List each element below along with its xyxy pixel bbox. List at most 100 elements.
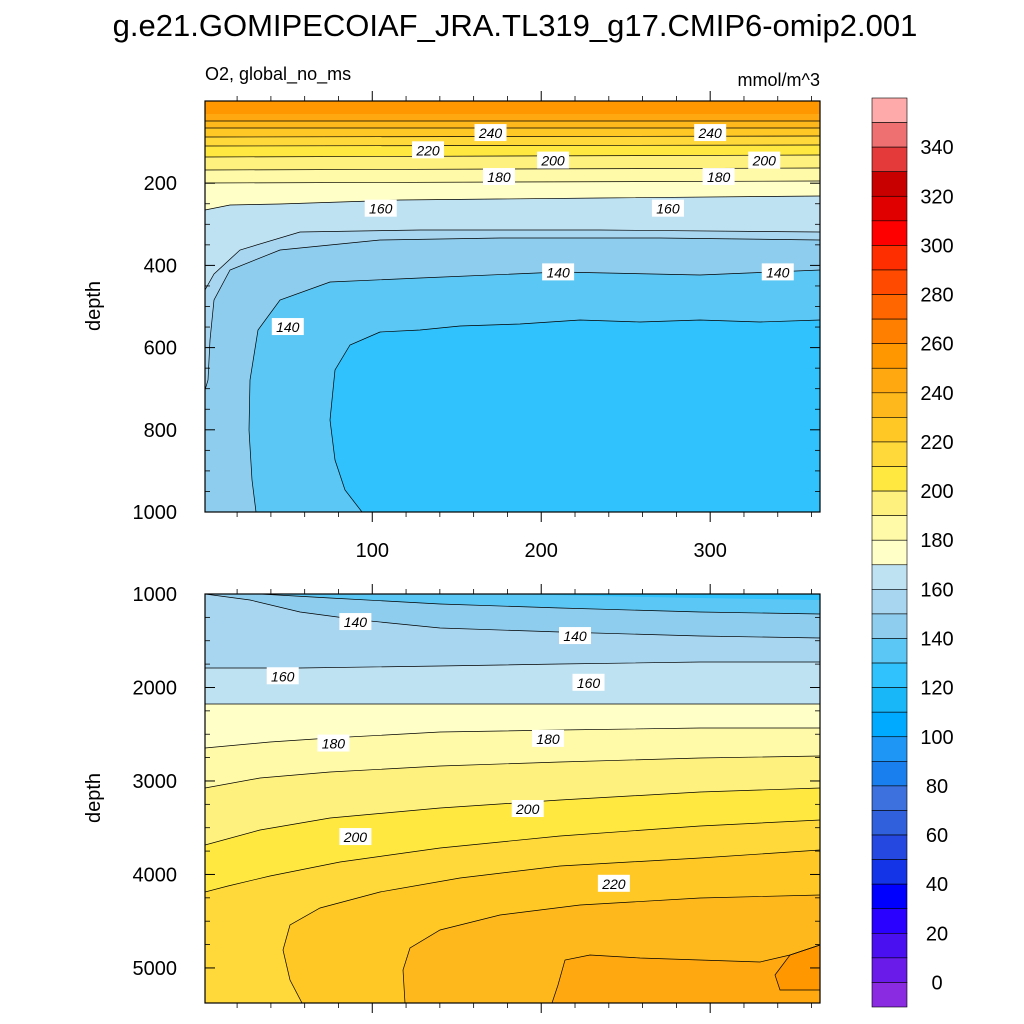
upper-ticks: 200 400 600 800 1000 100 200 300 [133,91,820,562]
colorbar-label: 100 [920,727,953,749]
upper-subtitle-left: O2, global_no_ms [205,64,351,85]
upper-x-tick-label: 100 [356,540,389,562]
upper-contour-label-text: 180 [487,169,511,185]
colorbar-swatch [871,122,908,148]
upper-panel: O2, global_no_ms mmol/m^3 [83,64,821,562]
colorbar-swatch [871,687,908,713]
colorbar-label: 280 [920,285,953,307]
upper-contour-label-text: 140 [276,319,300,335]
lower-y-tick-label: 4000 [133,864,178,886]
upper-contour-label: 240 [694,124,727,142]
upper-contour-label-text: 200 [752,153,777,169]
colorbar-swatch [871,834,908,860]
colorbar-swatch [871,932,908,959]
colorbar-swatch [871,859,908,885]
colorbar-swatch [871,97,908,123]
lower-contour-fill [205,594,820,1003]
colorbar-swatch [871,539,908,566]
upper-contour-label-text: 180 [707,169,731,185]
upper-contour-label: 180 [702,168,735,186]
upper-contour-label-text: 200 [540,153,565,169]
lower-contour-label: 200 [339,828,372,846]
colorbar-label: 180 [920,530,953,552]
upper-x-tick-label: 200 [525,540,558,562]
upper-contour-label: 140 [761,263,794,281]
colorbar-swatch [871,982,908,1008]
lower-contour-label-text: 200 [343,829,368,845]
upper-contour-fill [205,101,820,512]
upper-contour-label-text: 240 [697,125,722,141]
upper-x-tick-label: 300 [693,540,726,562]
colorbar-swatch [871,195,908,222]
upper-y-tick-label: 800 [144,420,177,442]
colorbar-label: 120 [920,678,953,700]
colorbar-swatch [871,613,908,639]
upper-contour-label-text: 140 [546,264,570,280]
lower-contour-label-text: 160 [577,675,601,691]
colorbar-swatch [871,171,908,197]
lower-contour-label-text: 220 [601,876,626,892]
upper-y-tick-label: 600 [144,338,177,360]
lower-panel: 1000 2000 3000 4000 5000 140 140 160 160 180 180 2… [83,584,821,1013]
upper-contour-label: 220 [412,141,445,159]
colorbar-label: 320 [920,186,953,208]
colorbar-swatch [871,662,908,688]
colorbar-swatch [871,515,908,541]
upper-contour-label: 180 [482,168,515,186]
colorbar-swatch [871,589,908,615]
lower-plot-frame [204,593,821,1004]
upper-contour-label: 140 [542,263,575,281]
colorbar-label: 0 [931,972,942,994]
colorbar-swatch [871,417,908,443]
upper-contour-label: 200 [537,151,570,169]
colorbar-swatch [871,810,908,836]
upper-y-tick-label: 200 [144,173,177,195]
colorbar-label: 80 [926,776,948,798]
colorbar-swatch [871,220,908,246]
colorbar-label: 160 [920,579,953,601]
colorbar-swatch [871,466,908,492]
lower-contour-label: 180 [317,734,350,752]
lower-contour-label: 140 [339,613,372,631]
colorbar-label: 40 [926,874,948,896]
lower-y-tick-label: 5000 [133,958,178,980]
lower-contour-label-text: 180 [536,731,560,747]
lower-y-tick-label: 2000 [133,677,178,699]
upper-y-tick-label: 1000 [133,502,178,524]
lower-contour-label-text: 160 [271,668,295,684]
lower-contour-label-text: 200 [515,801,540,817]
upper-contour-label: 240 [474,124,507,142]
lower-contour-label: 220 [597,874,630,892]
colorbar-label: 220 [920,432,953,454]
colorbar-swatch [871,761,908,787]
colorbar-swatch [871,367,908,394]
lower-contour-label: 200 [511,800,544,818]
lower-contour-label-text: 140 [344,614,368,630]
lower-contour-label: 180 [531,729,564,747]
upper-y-axis-label: depth [83,281,105,331]
colorbar-swatch [871,957,908,983]
colorbar-swatch [871,146,908,173]
colorbar-swatch [871,245,908,271]
upper-contour-label-text: 160 [656,201,680,217]
colorbar-swatch [871,269,908,295]
upper-contour-label-text: 140 [766,264,790,280]
lower-contour-label: 160 [266,667,299,685]
colorbar-label: 200 [920,481,953,503]
colorbar-swatch [871,294,908,320]
colorbar-swatch [871,711,908,738]
upper-contour-label-text: 160 [369,201,393,217]
colorbar: 0 20 40 60 80 100 120 140 160 180 200 220 240 260 280 3… [871,97,954,1008]
colorbar-swatch [871,490,908,516]
upper-subtitle-right: mmol/m^3 [738,70,820,90]
lower-y-axis-label: depth [83,773,105,823]
colorbar-swatch [871,883,908,910]
upper-contour-label: 140 [271,318,304,336]
upper-contour-labels: 240 240 220 200 200 180 180 160 160 140 140 140 [271,124,794,336]
colorbar-swatch [871,343,908,369]
colorbar-swatch [871,441,908,467]
colorbar-swatch [871,638,908,664]
lower-contour-labels: 140 140 160 160 180 180 200 200 220 [266,613,630,892]
colorbar-swatch [871,908,908,934]
